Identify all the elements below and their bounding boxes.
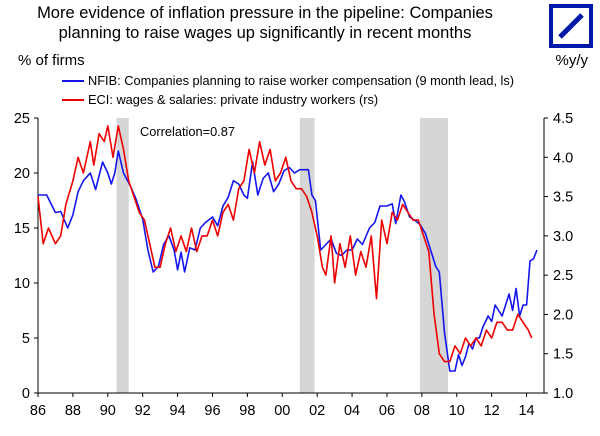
right-tick-label: 4.0: [553, 150, 573, 166]
series-lines: [37, 125, 538, 372]
right-tick-label: 1.5: [553, 347, 573, 363]
plot-frame: [37, 118, 545, 394]
x-tick-label: 06: [379, 403, 395, 419]
title-line-2: planning to raise wages up significantly…: [58, 24, 472, 42]
x-tick-label: 92: [135, 403, 151, 419]
right-tick-label: 3.5: [553, 190, 573, 206]
x-tick-label: 90: [100, 403, 116, 419]
right-axis-unit: %y/y: [555, 52, 588, 69]
deutsche-bank-logo-icon: [549, 4, 593, 48]
x-tick-label: 96: [204, 403, 220, 419]
right-tick-label: 4.5: [553, 111, 573, 127]
correlation-annotation: Correlation=0.87: [140, 124, 235, 139]
legend-label-nfib: NFIB: Companies planning to raise worker…: [88, 73, 514, 88]
left-tick-label: 20: [14, 166, 30, 182]
left-tick-label: 15: [14, 221, 30, 237]
chart-title: More evidence of inflation pressure in t…: [0, 3, 530, 43]
x-tick-label: 04: [344, 403, 360, 419]
x-tick-label: 86: [30, 403, 46, 419]
right-tick-label: 2.5: [553, 268, 573, 284]
recession-bands: [116, 118, 449, 393]
left-tick-label: 10: [14, 276, 30, 292]
x-tick-label: 88: [65, 403, 81, 419]
legend: NFIB: Companies planning to raise worker…: [62, 73, 514, 107]
recession-band-2: [299, 118, 315, 393]
x-tick-label: 08: [414, 403, 430, 419]
eci-series-line: [37, 125, 533, 363]
recession-band-3: [420, 118, 449, 393]
left-tick-label: 0: [22, 386, 30, 402]
x-tick-label: 00: [274, 403, 290, 419]
x-tick-label: 94: [170, 403, 186, 419]
x-tick-label: 10: [449, 403, 465, 419]
axis-ticks: 0 5 10 15 20 25 1.0 1.5 2.0 2.5 3.0 3.5 4.0 4.5 86 88 90…: [14, 111, 573, 419]
logo-square: [549, 4, 593, 48]
title-line-1: More evidence of inflation pressure in t…: [37, 4, 493, 22]
recession-band-1: [116, 118, 129, 393]
logo-slash: [558, 13, 584, 39]
x-tick-label: 12: [484, 403, 500, 419]
right-tick-label: 1.0: [553, 386, 573, 402]
x-tick-label: 98: [239, 403, 255, 419]
left-axis-unit: % of firms: [18, 52, 85, 69]
right-tick-label: 3.0: [553, 229, 573, 245]
right-tick-label: 2.0: [553, 307, 573, 323]
left-tick-label: 5: [22, 331, 30, 347]
x-tick-label: 14: [518, 403, 534, 419]
x-tick-label: 02: [309, 403, 325, 419]
legend-label-eci: ECI: wages & salaries: private industry …: [88, 92, 378, 107]
nfib-series-line: [38, 150, 538, 372]
left-tick-label: 25: [14, 111, 30, 127]
